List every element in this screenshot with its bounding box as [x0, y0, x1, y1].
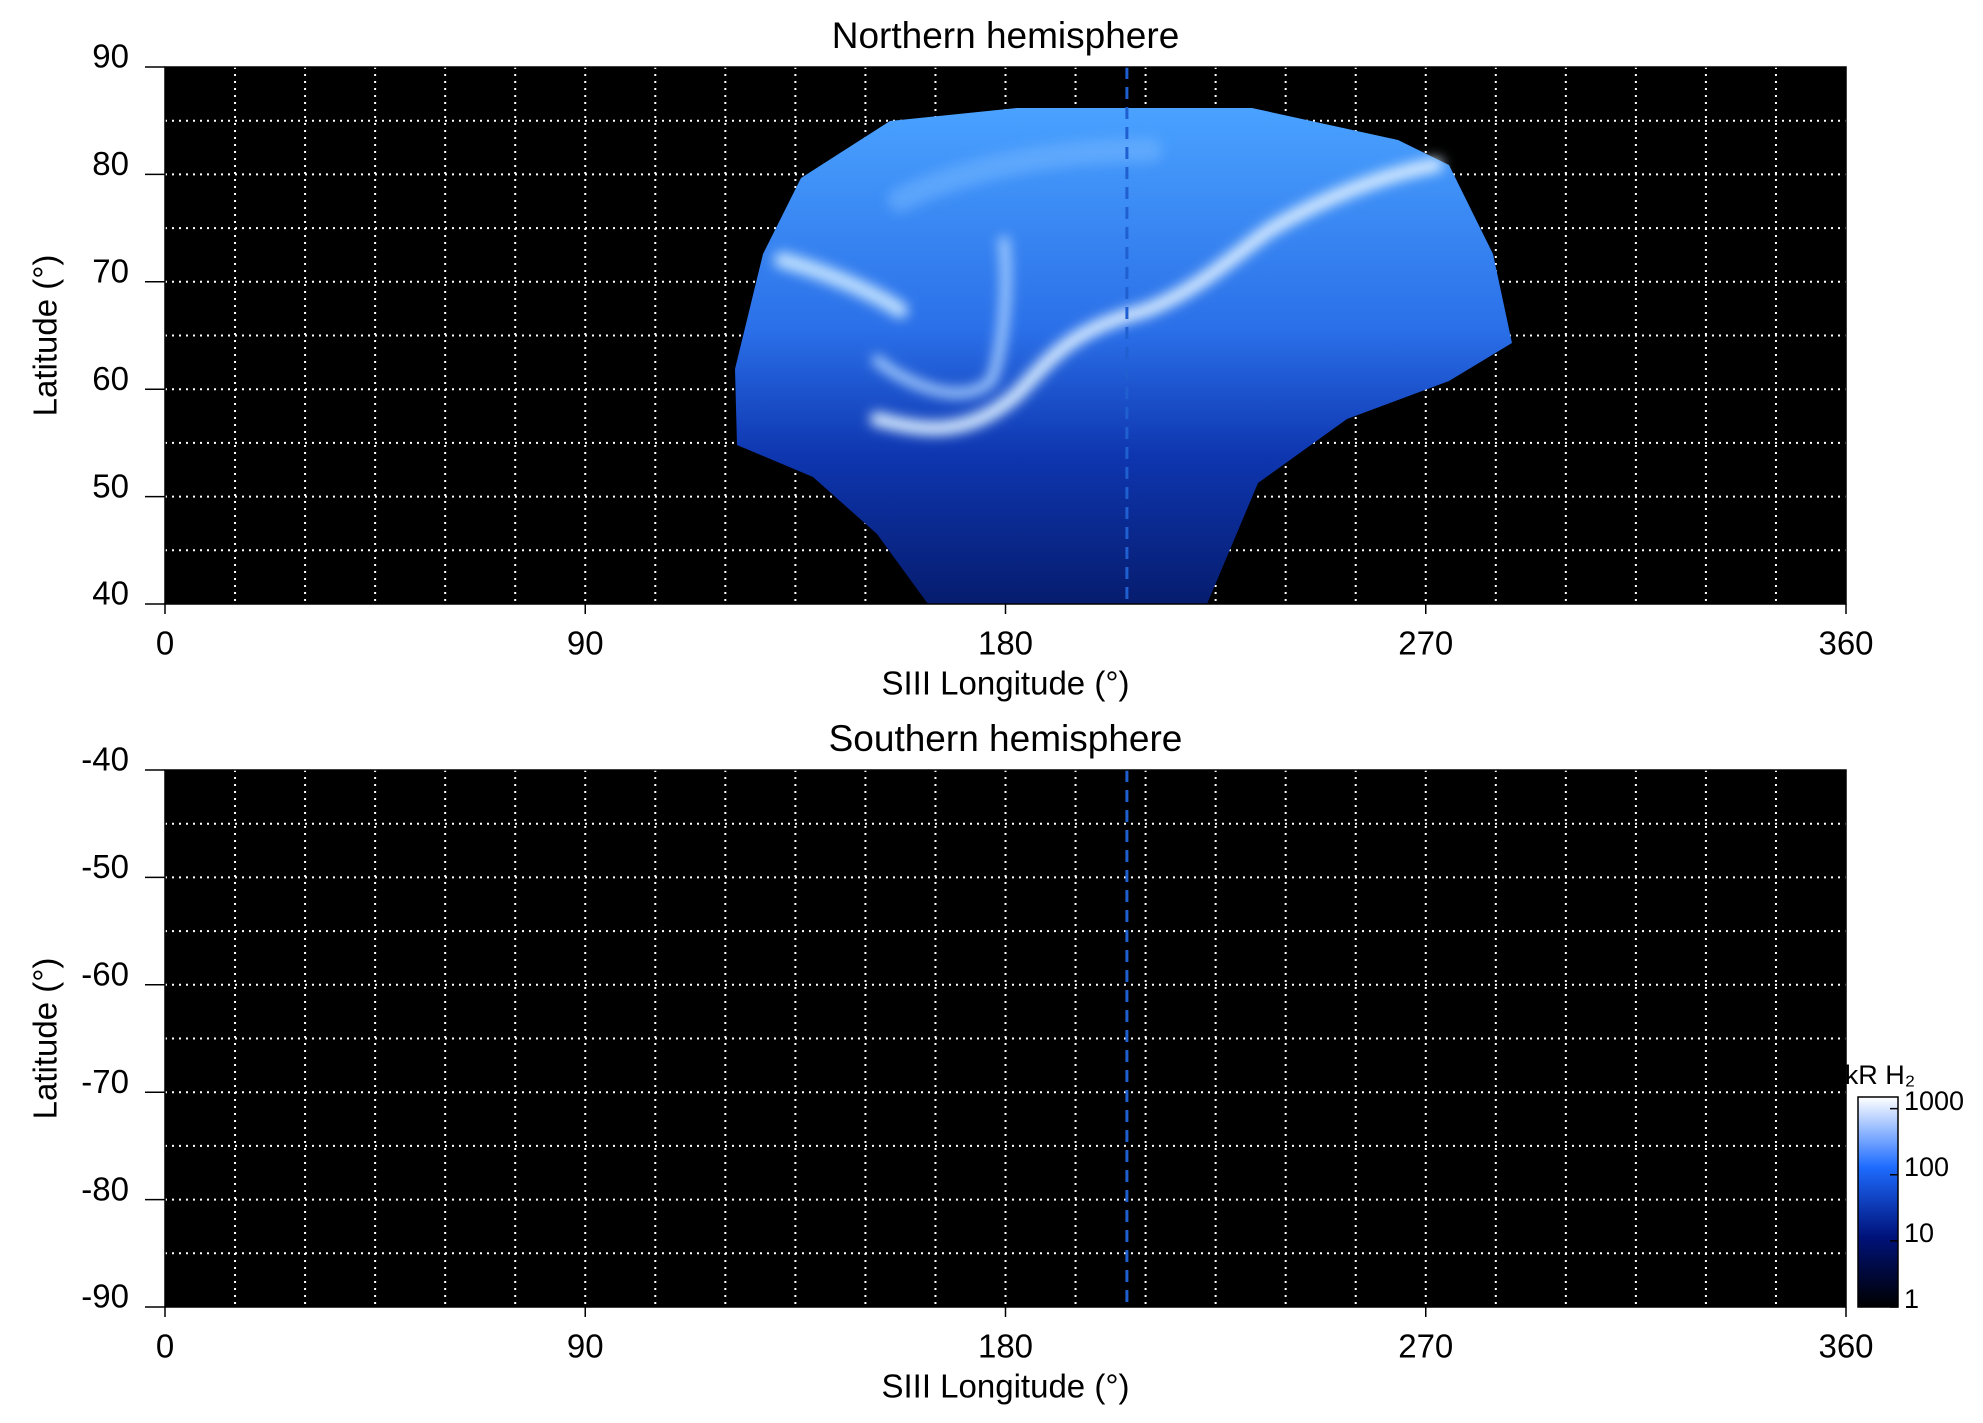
y-tick-label: 50	[92, 467, 129, 504]
x-tick-label: 360	[1818, 1328, 1873, 1365]
y-tick-label: -70	[81, 1063, 129, 1100]
colorbar-tick-label: 1000	[1904, 1086, 1964, 1116]
y-tick-label: 60	[92, 360, 129, 397]
y-tick-label: -90	[81, 1278, 129, 1315]
y-axis-label: Latitude (°)	[27, 958, 64, 1120]
y-tick-label: -80	[81, 1170, 129, 1207]
y-tick-label: 40	[92, 575, 129, 612]
x-tick-label: 360	[1818, 625, 1873, 662]
colorbar-label: kR H₂	[1845, 1060, 1915, 1090]
x-axis-label: SIII Longitude (°)	[882, 1368, 1130, 1405]
x-axis-label: SIII Longitude (°)	[882, 665, 1130, 702]
y-tick-label: -50	[81, 848, 129, 885]
y-tick-label: 70	[92, 253, 129, 290]
y-tick-label: -60	[81, 956, 129, 993]
colorbar-tick-label: 100	[1904, 1152, 1949, 1182]
x-tick-label: 90	[567, 1328, 604, 1365]
x-tick-label: 0	[156, 625, 174, 662]
chart-title: Southern hemisphere	[829, 718, 1183, 759]
y-axis-label: Latitude (°)	[27, 255, 64, 417]
x-tick-label: 90	[567, 625, 604, 662]
x-tick-label: 270	[1398, 1328, 1453, 1365]
x-tick-label: 180	[978, 1328, 1033, 1365]
colorbar	[1857, 1096, 1899, 1308]
aurora-emission	[735, 108, 1512, 604]
y-tick-label: 90	[92, 38, 129, 75]
x-tick-label: 180	[978, 625, 1033, 662]
y-tick-label: 80	[92, 145, 129, 182]
chart-title: Northern hemisphere	[832, 15, 1180, 56]
colorbar-tick-label: 1	[1904, 1284, 1919, 1314]
x-tick-label: 0	[156, 1328, 174, 1365]
x-tick-label: 270	[1398, 625, 1453, 662]
y-tick-label: -40	[81, 741, 129, 778]
colorbar-tick-label: 10	[1904, 1218, 1934, 1248]
